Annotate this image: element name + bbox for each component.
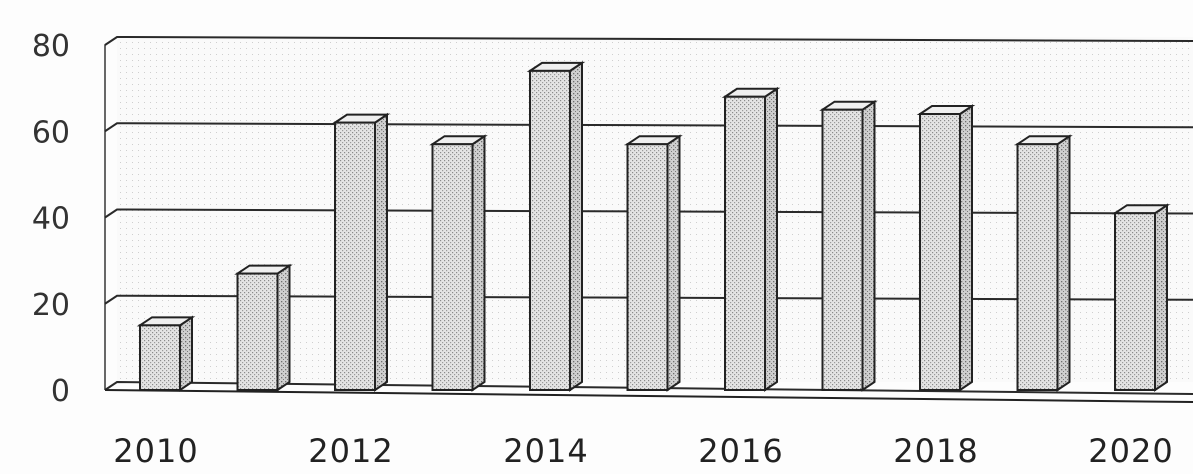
bar-front	[1114, 212, 1156, 391]
y-tick-label: 0	[51, 374, 70, 409]
bar-2020	[1111, 203, 1171, 392]
bar-2017	[819, 99, 878, 392]
bar-front	[334, 121, 376, 391]
x-tick-label: 2014	[503, 432, 588, 470]
bar-2019	[1014, 134, 1073, 392]
x-tick-label: 2018	[893, 432, 978, 470]
bar-2011	[234, 263, 293, 392]
bar-front	[1016, 143, 1059, 391]
bar-side	[861, 99, 876, 392]
bar-side	[1056, 134, 1071, 392]
bar-side	[666, 134, 681, 392]
y-tick-label: 60	[32, 115, 70, 150]
x-axis-line	[104, 389, 1193, 403]
bar-front	[919, 113, 961, 391]
gridlines	[104, 35, 1193, 403]
x-tick-label: 2016	[698, 432, 783, 470]
bar-front	[529, 69, 571, 391]
y-axis-ticks: 0 20 40 60 80	[32, 29, 70, 409]
bar-front	[431, 143, 474, 391]
x-tick-label: 2010	[113, 432, 198, 470]
x-tick-label: 2020	[1088, 432, 1173, 470]
gridline-80	[104, 35, 1193, 46]
y-tick-label: 40	[32, 202, 70, 237]
bar-2016	[721, 86, 781, 392]
bars	[136, 61, 1171, 392]
y-tick-label: 20	[32, 288, 70, 323]
bar-front	[139, 324, 181, 391]
bar-2013	[429, 134, 488, 392]
bar-front	[821, 108, 864, 391]
bar-side	[179, 315, 193, 392]
bar-side	[959, 104, 973, 392]
bar-side	[471, 134, 486, 392]
bar-side	[569, 61, 583, 392]
bar-front	[236, 272, 279, 391]
bar-2010	[136, 315, 196, 392]
bar-2015	[624, 134, 683, 392]
x-tick-label: 2012	[308, 432, 393, 470]
bar-2014	[526, 61, 586, 392]
bar-front	[724, 95, 766, 391]
bar-2012	[331, 112, 391, 392]
bar-side	[764, 86, 778, 392]
x-axis-ticks: 2010 2012 2014 2016 2018 2020	[113, 432, 1173, 470]
bar-side	[276, 263, 291, 392]
bar-2018	[916, 104, 976, 392]
bar-front	[626, 143, 669, 391]
bar-side	[374, 112, 388, 392]
y-tick-label: 80	[32, 29, 70, 64]
bar-side	[1154, 203, 1168, 392]
